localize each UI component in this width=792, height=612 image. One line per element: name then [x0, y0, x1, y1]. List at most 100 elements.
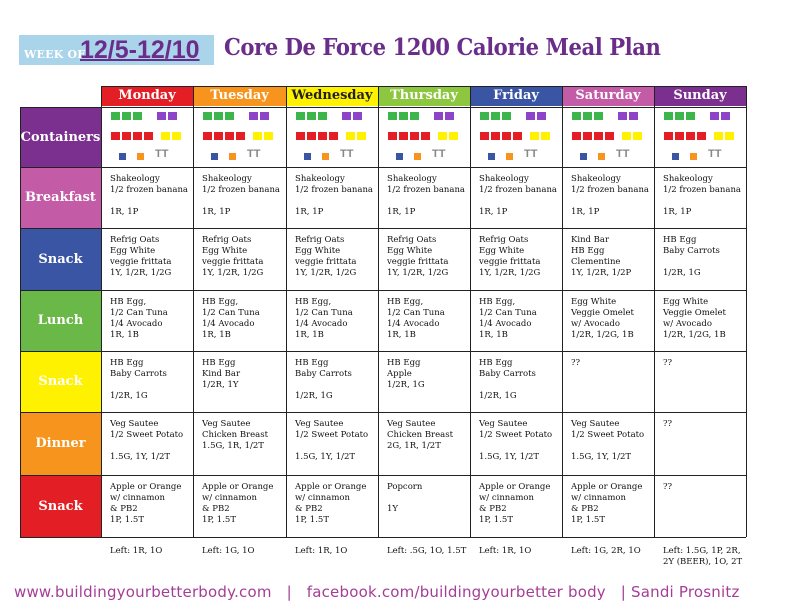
purple-container [445, 112, 454, 120]
week-dates: 12/5-12/10 [80, 36, 200, 64]
orange-container [414, 153, 421, 160]
red-container [133, 132, 142, 140]
meal-cell-snack1: Refrig Oats Egg White veggie frittata 1Y… [202, 235, 264, 278]
meal-cell-lunch: HB Egg, 1/2 Can Tuna 1/4 Avocado 1R, 1B [110, 297, 168, 340]
meal-cell-breakfast: Shakeology 1/2 frozen banana 1R, 1P [110, 174, 188, 217]
meal-cell-dinner: Veg Sautee 1/2 Sweet Potato 1.5G, 1Y, 1/… [571, 419, 645, 462]
orange-container [137, 153, 144, 160]
purple-container [434, 112, 443, 120]
container-set: TT [111, 112, 191, 164]
purple-container [526, 112, 535, 120]
meal-cell-snack2: HB Egg Apple 1/2R, 1G [387, 358, 425, 390]
yellow-container [714, 132, 723, 140]
blue-container [672, 153, 679, 160]
purple-container [249, 112, 258, 120]
green-container [133, 112, 142, 120]
red-container [491, 132, 500, 140]
meal-cell-snack1: Kind Bar HB Egg Clementine 1Y, 1/2R, 1/2… [571, 235, 632, 278]
red-container [225, 132, 234, 140]
container-set: TT [572, 112, 652, 164]
purple-container [629, 112, 638, 120]
green-container [214, 112, 223, 120]
red-container [513, 132, 522, 140]
green-container [675, 112, 684, 120]
green-container [388, 112, 397, 120]
red-container [203, 132, 212, 140]
grid-vline [654, 86, 655, 537]
meal-cell-lunch: Egg White Veggie Omelet w/ Avocado 1/2R,… [571, 297, 634, 340]
red-container [421, 132, 430, 140]
teaspoon-container: TT [524, 148, 538, 160]
blue-container [580, 153, 587, 160]
blue-container [211, 153, 218, 160]
red-container [605, 132, 614, 140]
yellow-container [253, 132, 262, 140]
red-container [410, 132, 419, 140]
week-of-box [19, 35, 214, 65]
yellow-container [264, 132, 273, 140]
red-container [594, 132, 603, 140]
grid-vline [378, 86, 379, 537]
teaspoon-container: TT [708, 148, 722, 160]
leftover-note: Left: 1R, 1O [110, 546, 163, 556]
meal-cell-snack2: HB Egg Baby Carrots 1/2R, 1G [479, 358, 536, 401]
container-set: TT [480, 112, 560, 164]
footer-credits: www.buildingyourbetterbody.com | faceboo… [14, 583, 740, 601]
red-container [296, 132, 305, 140]
green-container [225, 112, 234, 120]
teaspoon-container: TT [155, 148, 169, 160]
leftover-note: Left: 1G, 1O [202, 546, 255, 556]
red-container [122, 132, 131, 140]
green-container [318, 112, 327, 120]
leftover-note: Left: .5G, 1O, 1.5T [387, 546, 467, 556]
leftover-note: Left: 1R, 1O [479, 546, 532, 556]
purple-container [168, 112, 177, 120]
blue-container [396, 153, 403, 160]
green-container [583, 112, 592, 120]
grid-hline [20, 475, 746, 476]
yellow-container [172, 132, 181, 140]
yellow-container [633, 132, 642, 140]
green-container [307, 112, 316, 120]
grid-hline [20, 412, 746, 413]
meal-cell-breakfast: Shakeology 1/2 frozen banana 1R, 1P [202, 174, 280, 217]
teaspoon-container: TT [247, 148, 261, 160]
red-container [583, 132, 592, 140]
purple-container [721, 112, 730, 120]
container-set: TT [388, 112, 468, 164]
green-container [111, 112, 120, 120]
row-header-snack: Snack [20, 351, 101, 412]
orange-container [322, 153, 329, 160]
red-container [686, 132, 695, 140]
red-container [697, 132, 706, 140]
week-of-label: WEEK OF: [24, 48, 90, 61]
meal-cell-snack3: Apple or Orange w/ cinnamon & PB2 1P, 1.… [202, 482, 274, 525]
green-container [410, 112, 419, 120]
yellow-container [622, 132, 631, 140]
meal-cell-snack1: Refrig Oats Egg White veggie frittata 1Y… [295, 235, 357, 278]
grid-hline [20, 537, 746, 538]
purple-container [353, 112, 362, 120]
day-header-thursday: Thursday [378, 86, 470, 106]
meal-cell-snack1: Refrig Oats Egg White veggie frittata 1Y… [387, 235, 449, 278]
purple-container [157, 112, 166, 120]
grid-vline [286, 86, 287, 537]
meal-cell-snack1: Refrig Oats Egg White veggie frittata 1Y… [479, 235, 541, 278]
yellow-container [530, 132, 539, 140]
day-header-wednesday: Wednesday [286, 86, 378, 106]
meal-cell-snack1: HB Egg Baby Carrots 1/2R, 1G [663, 235, 720, 278]
teaspoon-container: TT [432, 148, 446, 160]
red-container [111, 132, 120, 140]
container-set: TT [296, 112, 376, 164]
blue-container [488, 153, 495, 160]
day-header-saturday: Saturday [562, 86, 654, 106]
orange-container [229, 153, 236, 160]
red-container [572, 132, 581, 140]
green-container [203, 112, 212, 120]
yellow-container [541, 132, 550, 140]
green-container [491, 112, 500, 120]
meal-cell-snack2: HB Egg Baby Carrots 1/2R, 1G [295, 358, 352, 401]
meal-cell-snack2: HB Egg Baby Carrots 1/2R, 1G [110, 358, 167, 401]
meal-cell-snack3: ?? [663, 482, 673, 492]
red-container [236, 132, 245, 140]
